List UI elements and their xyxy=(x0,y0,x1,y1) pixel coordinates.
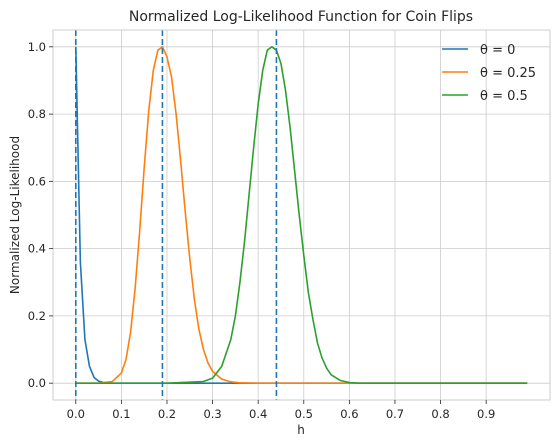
x-tick-label: 0.1 xyxy=(112,407,130,421)
x-tick-label: 0.9 xyxy=(477,407,495,421)
chart-title: Normalized Log-Likelihood Function for C… xyxy=(129,9,473,25)
legend-label-2: θ = 0.25 xyxy=(480,66,536,81)
reference-lines xyxy=(74,30,278,400)
y-axis-label: Normalized Log-Likelihood xyxy=(8,136,22,294)
y-tick-label: 0.2 xyxy=(28,309,46,323)
series-line-2 xyxy=(75,46,528,384)
x-axis-label: h xyxy=(297,423,305,437)
x-tick-label: 0.3 xyxy=(203,407,221,421)
x-tick-label: 0.6 xyxy=(340,407,358,421)
x-tick-label: 0.8 xyxy=(431,407,449,421)
y-tick-label: 0.6 xyxy=(28,174,46,188)
y-tick-label: 0.4 xyxy=(28,242,46,256)
y-tick-label: 0.0 xyxy=(28,376,46,390)
y-axis-ticks: 0.0 0.2 0.4 0.6 0.8 1.0 xyxy=(28,40,53,390)
legend: θ = 0 θ = 0.25 θ = 0.5 xyxy=(442,43,536,104)
x-tick-label: 0.4 xyxy=(249,407,267,421)
series-line-3 xyxy=(75,46,528,384)
plot-frame xyxy=(52,29,551,401)
series-lines xyxy=(75,46,528,384)
x-tick-label: 0.5 xyxy=(295,407,313,421)
x-tick-label: 0.2 xyxy=(158,407,176,421)
legend-label-1: θ = 0 xyxy=(480,43,515,58)
x-axis-ticks: 0.0 0.1 0.2 0.3 0.4 0.5 0.6 0.7 0.8 0.9 xyxy=(67,400,495,421)
y-tick-label: 1.0 xyxy=(28,40,46,54)
y-tick-label: 0.8 xyxy=(28,107,46,121)
x-tick-label: 0.7 xyxy=(386,407,404,421)
plot-background xyxy=(53,30,550,400)
legend-label-3: θ = 0.5 xyxy=(480,89,528,104)
x-tick-label: 0.0 xyxy=(67,407,85,421)
